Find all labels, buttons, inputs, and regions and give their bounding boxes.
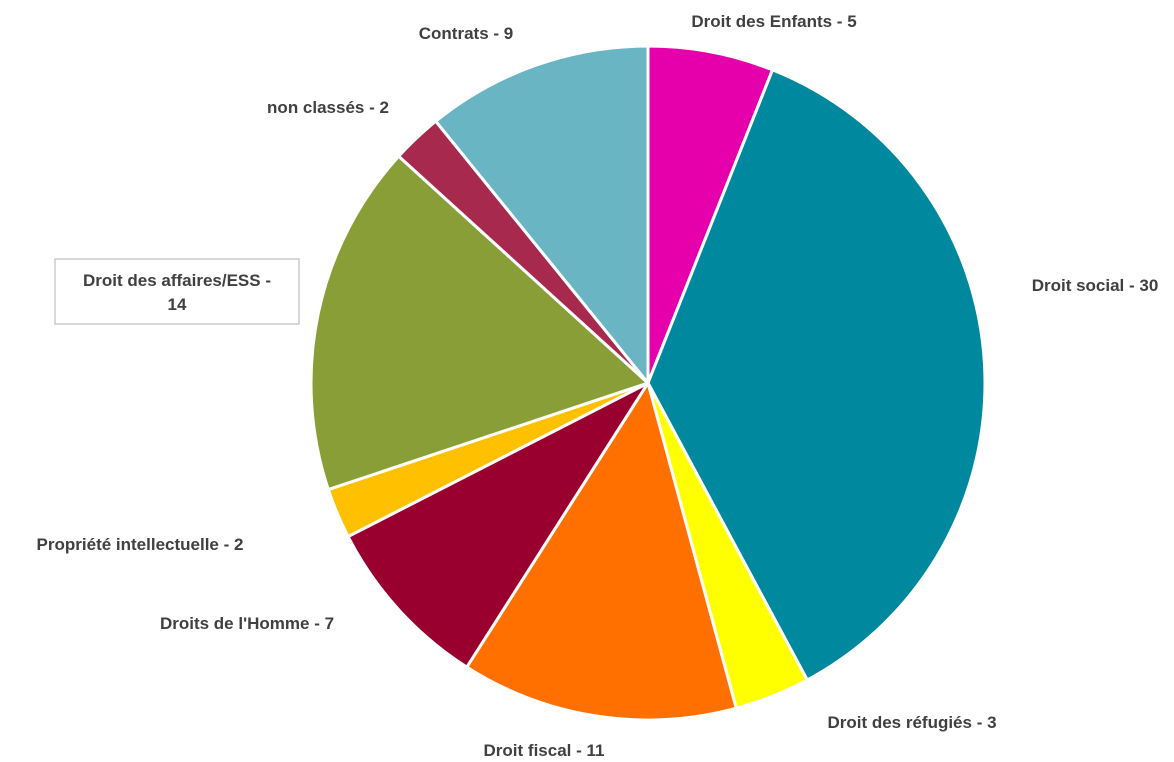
label-droit-des-affaires-line-1: Droit des affaires/ESS -	[83, 271, 271, 290]
pie-slice-droit-des-affaires-ess	[309, 154, 650, 492]
pie-slice-droits-de-l-homme	[346, 381, 650, 669]
label-propriete-intellectuelle: Propriété intellectuelle - 2	[37, 535, 244, 554]
label-droit-des-affaires-line-2: 14	[168, 295, 187, 314]
slice-labels: Droit des Enfants - 5 Droit social - 30 …	[37, 12, 1159, 760]
label-droit-des-enfants: Droit des Enfants - 5	[691, 12, 856, 31]
label-droit-des-refugies: Droit des réfugiés - 3	[827, 713, 996, 732]
label-non-classes: non classés - 2	[267, 98, 389, 117]
pie-slice-contrats	[434, 44, 650, 385]
label-droit-fiscal: Droit fiscal - 11	[484, 741, 605, 760]
pie-slices	[309, 44, 987, 722]
pie-slice-droit-des-enfants	[646, 44, 775, 385]
pie-slice-droit-fiscal	[465, 381, 738, 722]
label-contrats: Contrats - 9	[419, 24, 513, 43]
pie-slice-droit-social	[646, 68, 987, 682]
label-droits-de-l-homme: Droits de l'Homme - 7	[160, 614, 334, 633]
label-droit-social: Droit social - 30	[1032, 276, 1159, 295]
label-box-droit-des-affaires	[54, 258, 300, 325]
